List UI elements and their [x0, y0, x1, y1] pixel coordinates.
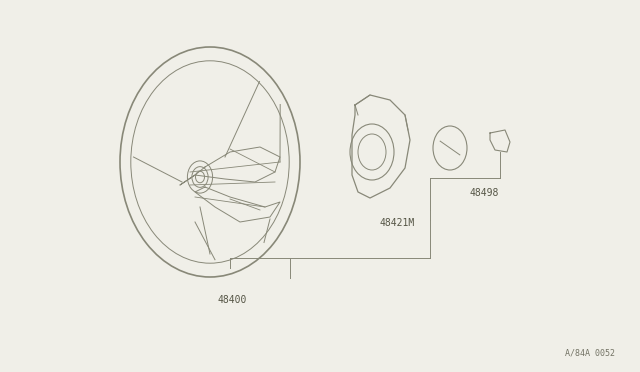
Text: A/84A 0052: A/84A 0052 — [565, 349, 615, 358]
Text: 48421M: 48421M — [380, 218, 415, 228]
Text: 48498: 48498 — [470, 188, 499, 198]
Text: 48400: 48400 — [218, 295, 248, 305]
